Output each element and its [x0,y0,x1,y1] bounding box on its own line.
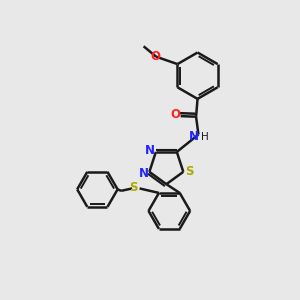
Text: S: S [129,181,137,194]
Text: N: N [189,130,199,143]
Text: N: N [138,167,148,179]
Text: N: N [145,144,155,157]
Text: O: O [151,50,161,63]
Text: S: S [185,165,194,178]
Text: H: H [201,132,209,142]
Text: O: O [170,108,180,122]
